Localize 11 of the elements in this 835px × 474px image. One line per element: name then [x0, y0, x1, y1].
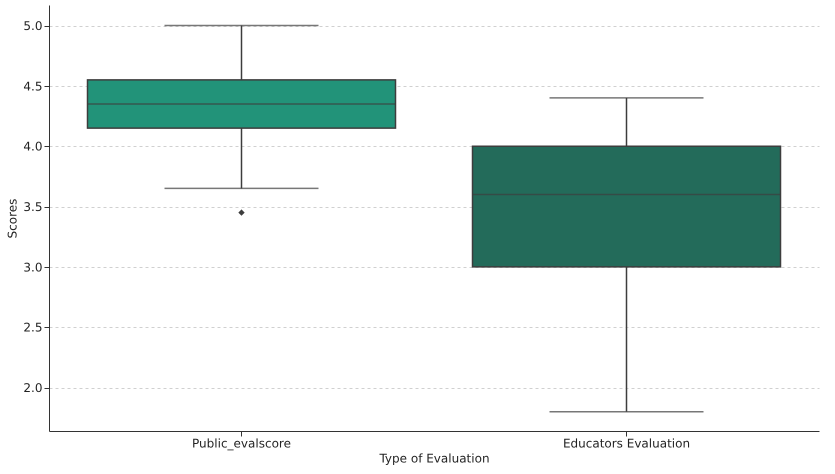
y-tick-label: 2.5: [23, 320, 42, 335]
y-tick-label: 3.0: [23, 260, 42, 274]
x-axis-title: Type of Evaluation: [378, 452, 490, 466]
x-tick-label: Public_evalscore: [192, 436, 291, 450]
x-tick-label: Educators Evaluation: [562, 436, 690, 450]
y-tick-label: 4.0: [23, 140, 42, 154]
y-tick-label: 4.5: [23, 79, 42, 94]
y-tick-label: 2.0: [23, 381, 42, 396]
y-tick-label: 3.5: [23, 200, 42, 214]
y-tick-label: 5.0: [23, 19, 42, 34]
y-axis-title: Scores: [5, 198, 20, 238]
